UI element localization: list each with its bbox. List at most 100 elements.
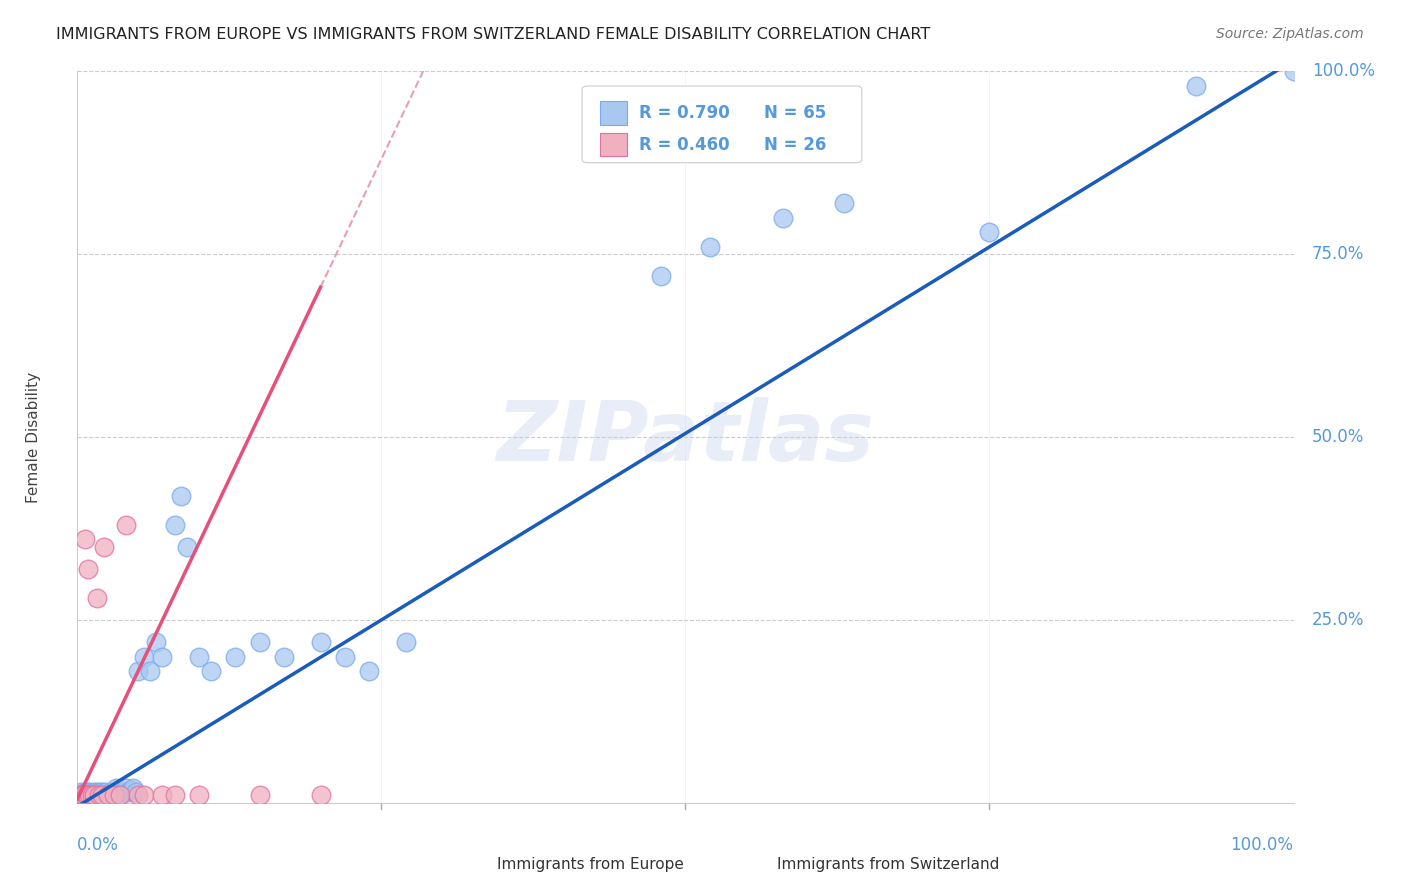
- Point: [979, 225, 1001, 239]
- Point: [80, 789, 103, 803]
- Text: Immigrants from Switzerland: Immigrants from Switzerland: [776, 856, 1000, 871]
- Point: [90, 785, 112, 799]
- Point: [273, 649, 295, 664]
- Point: [139, 664, 162, 678]
- Point: [1185, 78, 1208, 93]
- Point: [108, 789, 131, 803]
- FancyBboxPatch shape: [600, 102, 627, 125]
- Point: [188, 649, 211, 664]
- Point: [152, 649, 174, 664]
- Point: [86, 789, 108, 803]
- Point: [90, 787, 112, 801]
- Point: [89, 789, 111, 803]
- Point: [772, 211, 794, 225]
- Point: [77, 562, 100, 576]
- Point: [70, 785, 93, 799]
- Point: [105, 781, 128, 796]
- Text: 25.0%: 25.0%: [1312, 611, 1364, 629]
- Point: [97, 789, 120, 803]
- Point: [75, 789, 97, 803]
- Point: [395, 635, 418, 649]
- Point: [89, 789, 111, 803]
- Point: [79, 785, 101, 799]
- Point: [97, 787, 120, 801]
- Point: [69, 789, 91, 803]
- FancyBboxPatch shape: [460, 853, 488, 876]
- Point: [122, 781, 145, 796]
- FancyBboxPatch shape: [582, 86, 862, 163]
- Point: [134, 789, 156, 803]
- Point: [70, 789, 93, 803]
- Point: [87, 787, 110, 801]
- Point: [176, 540, 198, 554]
- Point: [69, 789, 91, 803]
- Point: [699, 240, 721, 254]
- Point: [333, 649, 356, 664]
- Point: [73, 533, 96, 547]
- Text: R = 0.790: R = 0.790: [640, 104, 730, 122]
- Point: [107, 785, 129, 799]
- Point: [163, 789, 186, 803]
- Point: [90, 789, 112, 803]
- Point: [79, 789, 101, 803]
- Text: Immigrants from Europe: Immigrants from Europe: [496, 856, 683, 871]
- Point: [127, 789, 149, 803]
- Text: Source: ZipAtlas.com: Source: ZipAtlas.com: [1216, 27, 1364, 41]
- Point: [72, 789, 94, 803]
- Point: [359, 664, 381, 678]
- Point: [80, 787, 103, 801]
- Point: [75, 787, 97, 801]
- Text: 50.0%: 50.0%: [1312, 428, 1364, 446]
- Point: [100, 785, 122, 799]
- Point: [134, 649, 156, 664]
- Text: N = 65: N = 65: [765, 104, 827, 122]
- Point: [93, 789, 115, 803]
- Text: ZIPatlas: ZIPatlas: [496, 397, 875, 477]
- Point: [79, 789, 101, 803]
- Point: [97, 789, 120, 803]
- Point: [117, 785, 139, 799]
- Point: [70, 789, 93, 803]
- Point: [83, 787, 105, 801]
- Point: [91, 787, 114, 801]
- Point: [110, 787, 132, 801]
- Point: [120, 782, 142, 797]
- Point: [86, 591, 108, 605]
- Point: [76, 789, 98, 803]
- Text: 0.0%: 0.0%: [77, 836, 120, 854]
- Point: [76, 789, 98, 803]
- Point: [170, 489, 193, 503]
- Point: [84, 787, 107, 801]
- Point: [125, 785, 148, 799]
- Text: N = 26: N = 26: [765, 136, 827, 153]
- Text: 75.0%: 75.0%: [1312, 245, 1364, 263]
- Text: IMMIGRANTS FROM EUROPE VS IMMIGRANTS FROM SWITZERLAND FEMALE DISABILITY CORRELAT: IMMIGRANTS FROM EUROPE VS IMMIGRANTS FRO…: [56, 27, 931, 42]
- Point: [249, 789, 271, 803]
- Point: [115, 781, 138, 796]
- Point: [82, 785, 104, 799]
- Point: [84, 785, 107, 799]
- Point: [163, 517, 186, 532]
- Point: [72, 789, 94, 803]
- Point: [145, 635, 167, 649]
- Point: [103, 789, 125, 803]
- Point: [1282, 64, 1305, 78]
- Point: [832, 196, 855, 211]
- Text: Female Disability: Female Disability: [25, 371, 41, 503]
- Point: [112, 785, 135, 799]
- Point: [73, 785, 96, 799]
- Point: [650, 269, 672, 284]
- Point: [76, 785, 98, 799]
- Point: [93, 540, 115, 554]
- Point: [188, 789, 211, 803]
- Point: [73, 789, 96, 803]
- Point: [83, 789, 105, 803]
- FancyBboxPatch shape: [740, 853, 766, 876]
- Point: [115, 517, 138, 532]
- Point: [200, 664, 222, 678]
- FancyBboxPatch shape: [600, 133, 627, 156]
- Point: [309, 635, 332, 649]
- Point: [103, 787, 125, 801]
- Point: [249, 635, 271, 649]
- Text: 100.0%: 100.0%: [1230, 836, 1294, 854]
